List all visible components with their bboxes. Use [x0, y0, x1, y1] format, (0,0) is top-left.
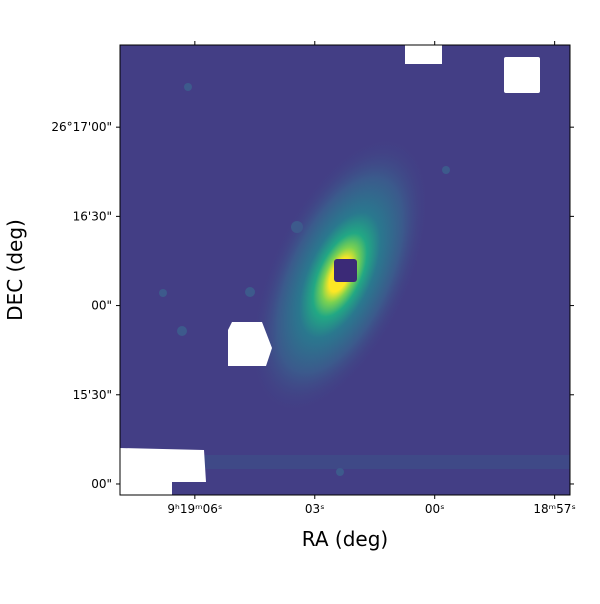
x-tick-label: 03ˢ: [305, 502, 325, 516]
x-tick-label: 18ᵐ57ˢ: [533, 502, 576, 516]
sky-image: [120, 45, 570, 495]
y-tick-label: 00": [91, 477, 112, 491]
x-axis-label: RA (deg): [302, 527, 388, 551]
y-tick-label: 26°17'00": [51, 120, 112, 134]
y-tick-label: 15'30": [73, 388, 112, 402]
y-tick-label: 16'30": [73, 209, 112, 223]
x-tick-label: 00ˢ: [425, 502, 445, 516]
x-tick-label: 9ʰ19ᵐ06ˢ: [167, 502, 222, 516]
y-axis-label: DEC (deg): [3, 219, 27, 321]
frame: [119, 44, 571, 496]
y-tick-label: 00": [91, 299, 112, 313]
